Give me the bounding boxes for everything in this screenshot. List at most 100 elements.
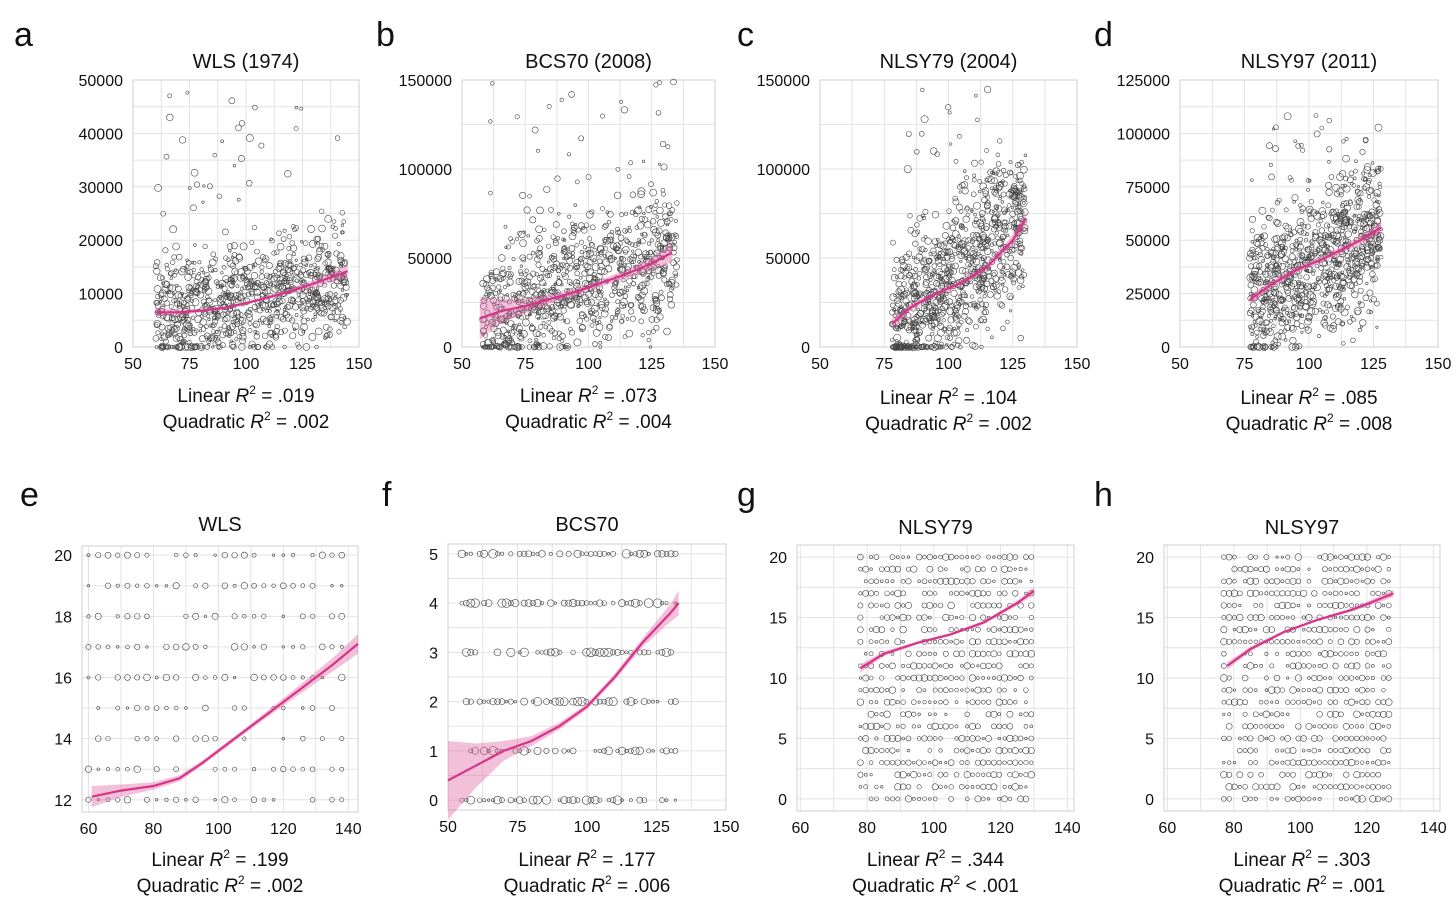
data-point [991, 215, 999, 223]
data-point [144, 583, 150, 589]
data-point [328, 303, 336, 312]
data-point [980, 614, 987, 621]
data-point [1289, 759, 1297, 766]
data-point [932, 305, 939, 311]
data-point [933, 254, 939, 260]
data-point [911, 255, 916, 260]
data-point [974, 638, 981, 645]
data-point [1011, 747, 1019, 755]
data-point [1333, 293, 1341, 301]
data-point [244, 310, 253, 318]
data-point [1272, 266, 1280, 273]
data-point [507, 698, 514, 705]
data-point [905, 614, 912, 621]
data-point [1324, 222, 1331, 229]
data-point [298, 278, 306, 286]
data-point [506, 313, 513, 319]
data-point [105, 797, 111, 803]
data-point [1007, 772, 1013, 778]
data-point [898, 304, 903, 309]
data-point [485, 287, 493, 295]
data-point [980, 566, 986, 572]
data-point [276, 230, 282, 236]
data-point [549, 304, 556, 311]
data-point [300, 766, 306, 772]
data-point [901, 640, 905, 644]
data-point [941, 275, 950, 283]
data-point [879, 747, 885, 754]
data-point [998, 256, 1002, 261]
data-point [969, 699, 976, 706]
data-point [975, 289, 980, 293]
data-point [1001, 286, 1009, 293]
data-point [963, 169, 967, 173]
data-point [1268, 173, 1275, 181]
data-point [1282, 222, 1290, 230]
data-point [316, 247, 323, 255]
data-point [524, 268, 529, 273]
data-point [1018, 772, 1023, 777]
data-point [1020, 284, 1025, 289]
data-point [1357, 287, 1364, 294]
data-point [615, 226, 620, 232]
data-point [958, 208, 964, 214]
data-point [1273, 711, 1281, 718]
data-point [1293, 273, 1298, 278]
data-point [1325, 268, 1332, 275]
data-point [889, 662, 896, 670]
data-point [174, 553, 179, 558]
data-point [891, 267, 897, 272]
data-point [1367, 220, 1373, 227]
data-point [548, 310, 554, 316]
data-point [970, 300, 977, 307]
data-point [261, 613, 267, 619]
data-point [560, 262, 566, 269]
data-point [1358, 795, 1366, 803]
data-point [1028, 554, 1035, 560]
data-point [573, 259, 581, 267]
data-point [1017, 602, 1024, 609]
data-point [974, 759, 981, 766]
data-point [927, 712, 932, 717]
data-point [536, 235, 543, 242]
data-point [539, 266, 546, 272]
data-point [194, 315, 202, 324]
data-point [220, 291, 226, 297]
data-point [1011, 224, 1018, 231]
data-point [597, 267, 605, 275]
data-point [565, 599, 573, 607]
data-point [916, 687, 923, 693]
data-point [232, 310, 241, 318]
data-point [922, 688, 927, 692]
data-point [467, 648, 475, 656]
y-tick-label: 20 [769, 550, 787, 567]
data-point [1353, 168, 1358, 174]
data-point [972, 257, 981, 266]
data-point [942, 723, 950, 730]
data-point [898, 306, 906, 314]
data-point [255, 344, 262, 350]
data-point [557, 798, 562, 802]
data-point [199, 344, 204, 350]
data-point [245, 284, 251, 291]
data-point [543, 325, 548, 330]
plot-frame [81, 545, 359, 813]
data-point [276, 242, 285, 251]
data-point [610, 649, 617, 656]
data-point [985, 326, 990, 331]
data-point [926, 601, 934, 609]
data-point [1346, 281, 1354, 289]
scatter-points [457, 549, 679, 805]
data-point [964, 175, 970, 181]
data-point [605, 265, 613, 273]
data-point [1332, 215, 1340, 223]
data-point [1375, 245, 1380, 250]
data-point [1331, 278, 1337, 283]
data-point [668, 698, 674, 705]
data-point [206, 336, 213, 343]
data-point [965, 724, 970, 729]
data-point [1297, 236, 1303, 243]
data-point [260, 283, 267, 291]
data-point [993, 205, 999, 210]
data-point [636, 270, 642, 275]
